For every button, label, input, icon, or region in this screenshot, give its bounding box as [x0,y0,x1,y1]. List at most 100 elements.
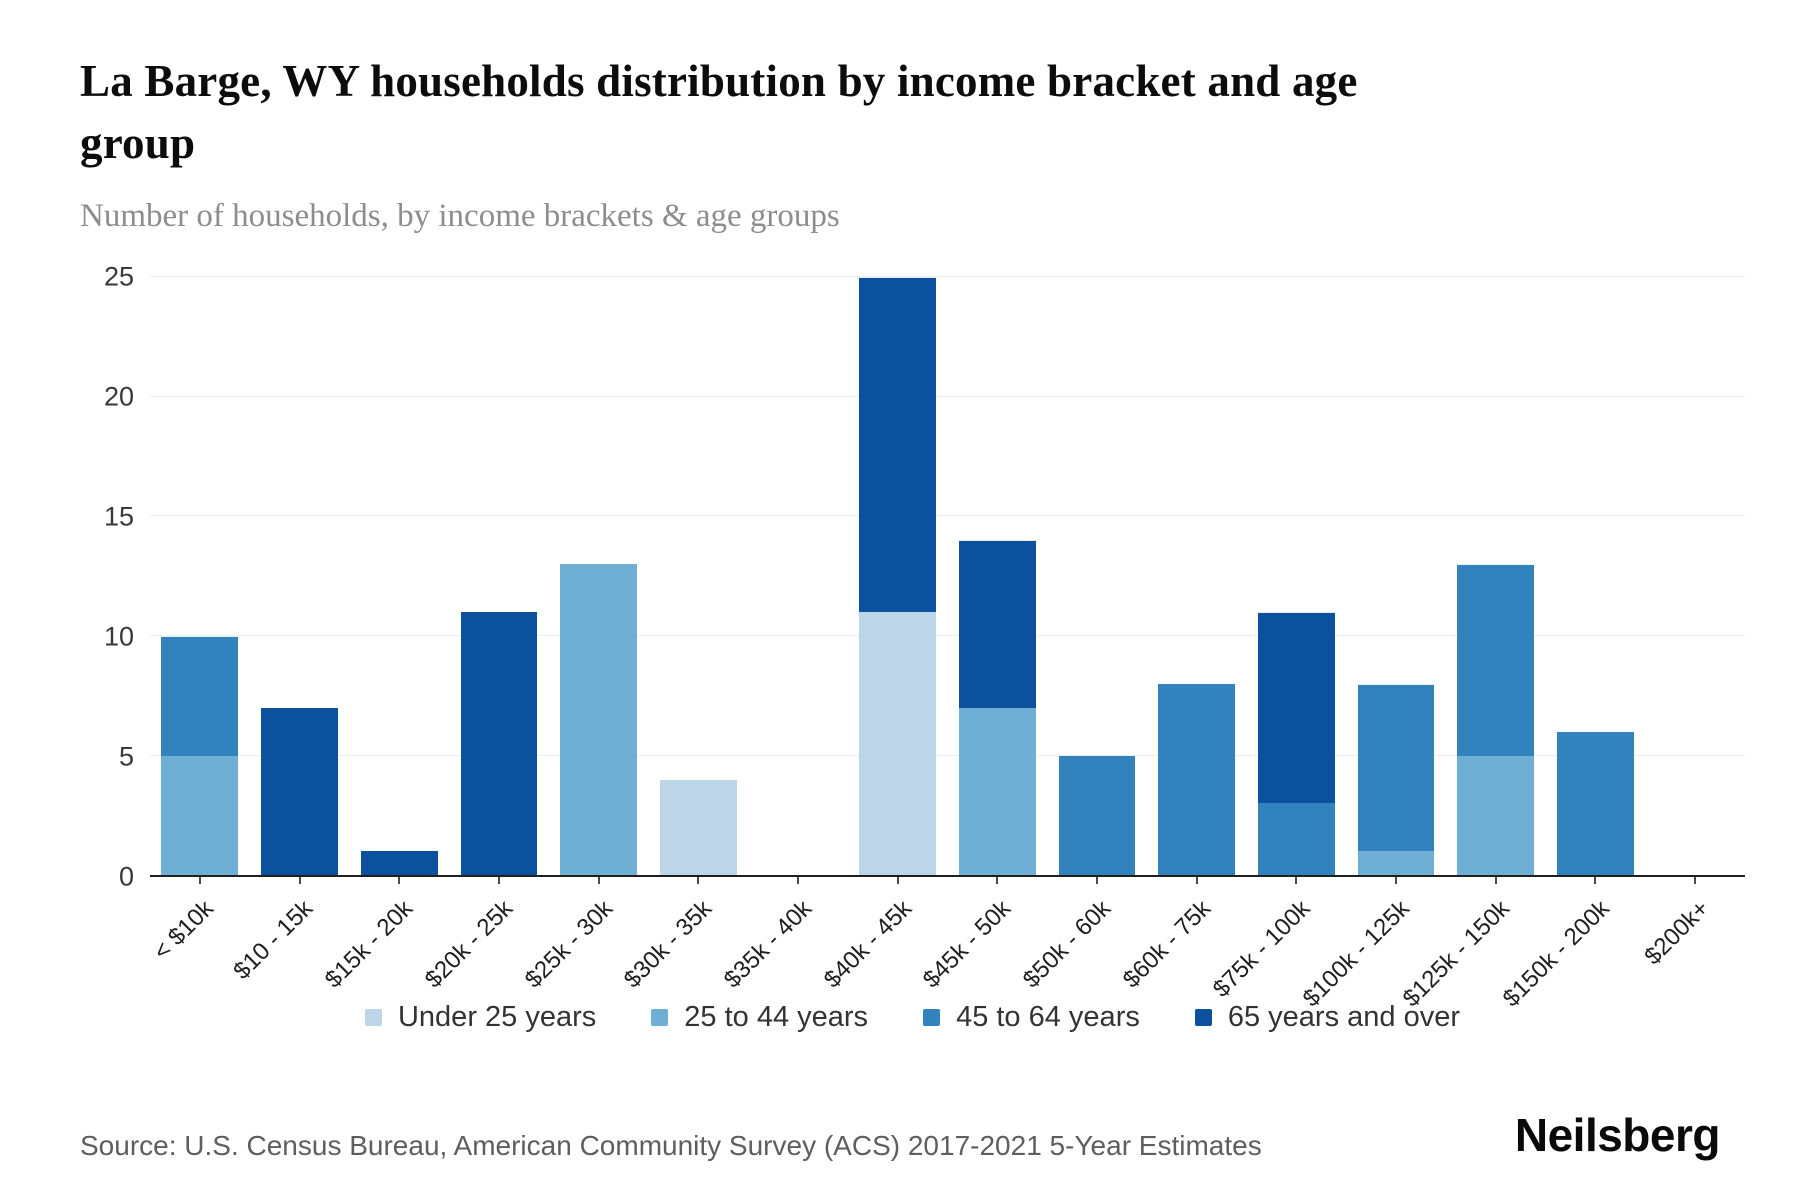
tick-mark [796,877,799,885]
bar-segment [1457,564,1535,756]
tick-cell [648,877,748,885]
tick-cell [748,877,848,885]
x-label-cell: $200k+ [1639,885,1745,997]
bar-segment [1258,612,1335,804]
legend-swatch [651,1009,669,1027]
tick-mark [597,877,600,885]
x-tick-label: $200k+ [1639,895,1715,971]
gridline [150,754,1745,756]
y-tick-label: 25 [103,261,134,292]
tick-cell [948,877,1048,885]
legend-item: 65 years and over [1194,1001,1461,1034]
bar-segment [958,707,1036,876]
tick-mark [697,877,700,885]
bar-segment [1357,683,1435,852]
bar-segment [261,707,338,876]
bar-segment [1058,755,1136,876]
bar-segment [859,277,937,613]
gridline [150,276,1745,278]
tick-cell [1346,877,1446,885]
bar-segment [161,755,239,876]
bar-segment [1457,755,1535,876]
y-tick-label: 5 [118,741,134,772]
footer: Source: U.S. Census Bureau, American Com… [80,1108,1721,1162]
bar-9 [948,277,1048,876]
bar-segment [161,636,239,756]
bar-12 [1247,277,1347,876]
bar-segment [958,540,1036,708]
legend-label: 65 years and over [1227,1001,1461,1034]
tick-mark [1295,877,1298,885]
tick-cell [349,877,449,885]
tick-cell [449,877,549,885]
y-tick-label: 10 [103,621,134,652]
legend: Under 25 years 25 to 44 years 45 to 64 yea… [80,1001,1745,1034]
gridline [150,635,1745,636]
tick-mark [1694,877,1697,885]
chart-header: La Barge, WY households distribution by … [0,0,1800,235]
bar-15 [1546,277,1646,876]
tick-mark [398,877,401,885]
legend-item: 45 to 64 years [923,1001,1140,1034]
tick-mark [1594,877,1597,885]
tick-cell [1147,877,1247,885]
page-subtitle: Number of households, by income brackets… [80,198,840,235]
bar-4 [449,277,549,876]
tick-cell [549,877,649,885]
x-axis-ticks [150,877,1745,885]
tick-cell [1446,877,1546,885]
bar-segment [460,612,538,876]
gridline [150,515,1745,517]
bar-5 [549,277,649,876]
tick-cell [1645,877,1745,885]
tick-cell [1546,877,1646,885]
gridline [150,395,1745,397]
bar-8 [848,277,948,876]
bar-1 [150,277,250,876]
plot-area [150,276,1745,878]
bar-3 [349,277,449,876]
tick-mark [996,877,999,885]
legend-swatch [1194,1009,1212,1027]
bar-7 [748,277,848,875]
x-axis-labels: < $10k $10 - 15k $15k - 20k $20k - 25k $25k … [148,885,1745,1012]
tick-mark [1096,877,1099,885]
chart: 0 5 10 15 20 25 < $10k $10 - 15k $15k - 20k $20k… [80,262,1745,1034]
tick-cell [1047,877,1147,885]
legend-label: 25 to 44 years [684,1001,869,1034]
tick-cell [848,877,948,885]
y-axis: 0 5 10 15 20 25 [80,262,150,892]
y-tick-label: 20 [103,381,134,412]
bar-13 [1346,277,1446,876]
legend-label: 45 to 64 years [956,1001,1140,1034]
tick-cell [250,877,350,885]
bar-segment [659,779,737,876]
x-label-cell: < $10k [148,885,250,997]
tick-mark [1395,877,1398,885]
bars-row [150,277,1745,876]
bar-14 [1446,277,1546,876]
tick-cell [150,877,250,885]
bar-segment [360,851,438,876]
bar-6 [648,277,748,876]
bar-segment [1357,851,1435,876]
tick-mark [198,877,201,885]
y-tick-label: 15 [103,501,134,532]
bar-segment [1557,731,1634,876]
bar-segment [560,564,637,876]
tick-mark [298,877,301,885]
legend-swatch [364,1009,382,1027]
tick-mark [497,877,500,885]
legend-label: Under 25 years [397,1001,597,1034]
bar-segment [1158,683,1236,876]
page-title: La Barge, WY households distribution by … [80,56,1358,169]
chart-inner: 0 5 10 15 20 25 [80,262,1745,892]
brand-logo: Neilsberg [1514,1109,1721,1161]
tick-cell [1247,877,1347,885]
tick-mark [896,877,899,885]
bar-10 [1047,277,1147,876]
bar-2 [250,277,350,876]
bar-11 [1147,277,1247,876]
legend-swatch [923,1009,941,1027]
